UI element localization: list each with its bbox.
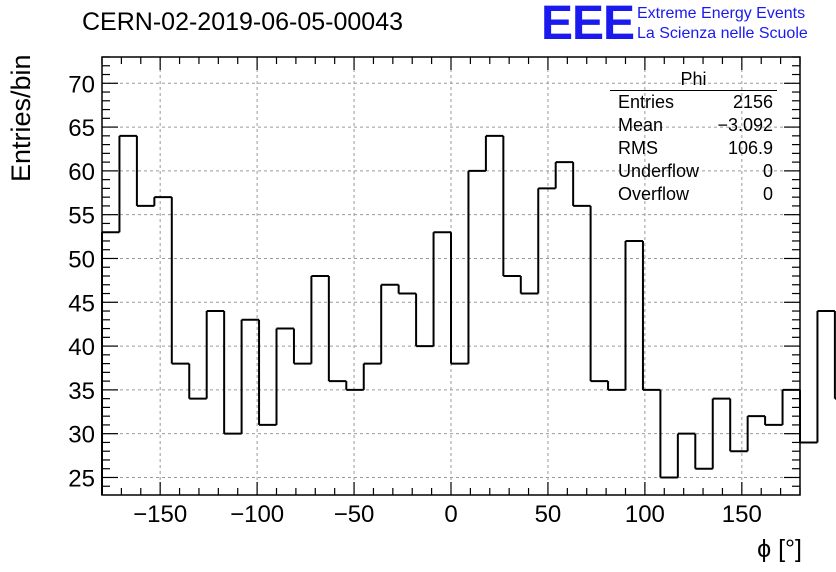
x-tick-label: 100 [625, 501, 665, 528]
stats-label: Entries [618, 92, 675, 112]
stats-value: 106.9 [727, 138, 773, 158]
stats-row-mean: Mean −3.092 [610, 114, 777, 137]
y-tick-label: 30 [68, 422, 95, 449]
x-tick-label: 0 [444, 501, 457, 528]
stats-row-overflow: Overflow 0 [610, 183, 777, 206]
tick-labels: −150 −100 −50 0 50 100 150 25 30 35 40 45 50 55 60 65 70 [68, 71, 762, 528]
x-tick-label: −50 [334, 501, 375, 528]
x-tick-label: 50 [535, 501, 562, 528]
stats-row-underflow: Underflow 0 [610, 160, 777, 183]
x-tick-label: −150 [133, 501, 187, 528]
y-tick-label: 45 [68, 290, 95, 317]
stats-value: 2156 [732, 92, 773, 112]
stats-row-rms: RMS 106.9 [610, 137, 777, 160]
axis-ticks [101, 56, 801, 495]
stats-label: Underflow [618, 161, 700, 181]
stats-label: RMS [618, 138, 658, 158]
run-title: CERN-02-2019-06-05-00043 [82, 8, 404, 36]
y-tick-label: 35 [68, 378, 95, 405]
eee-logo: EEE [541, 0, 635, 50]
x-axis-label: ϕ [°] [757, 535, 802, 563]
y-tick-label: 60 [68, 159, 95, 186]
logo-tagline-2: La Scienza nelle Scuole [637, 25, 808, 42]
x-tick-label: −100 [230, 501, 284, 528]
y-tick-label: 55 [68, 203, 95, 230]
y-tick-label: 40 [68, 334, 95, 361]
y-tick-label: 65 [68, 115, 95, 142]
stats-box: Phi Entries 2156 Mean −3.092 RMS 106.9 U… [610, 70, 777, 206]
y-tick-label: 50 [68, 246, 95, 273]
y-axis-label: Entries/bin [6, 54, 36, 182]
stats-value: 0 [762, 184, 773, 204]
y-tick-label: 25 [68, 465, 95, 492]
y-tick-label: 70 [68, 71, 95, 98]
x-tick-label: 150 [722, 501, 762, 528]
stats-title: Phi [610, 70, 777, 91]
stats-row-entries: Entries 2156 [610, 91, 777, 114]
histogram-series [101, 134, 836, 495]
stats-value: 0 [762, 161, 773, 181]
stats-label: Mean [618, 115, 664, 135]
logo-tagline-1: Extreme Energy Events [637, 5, 806, 22]
stats-value: −3.092 [717, 115, 773, 135]
stats-label: Overflow [618, 184, 690, 204]
